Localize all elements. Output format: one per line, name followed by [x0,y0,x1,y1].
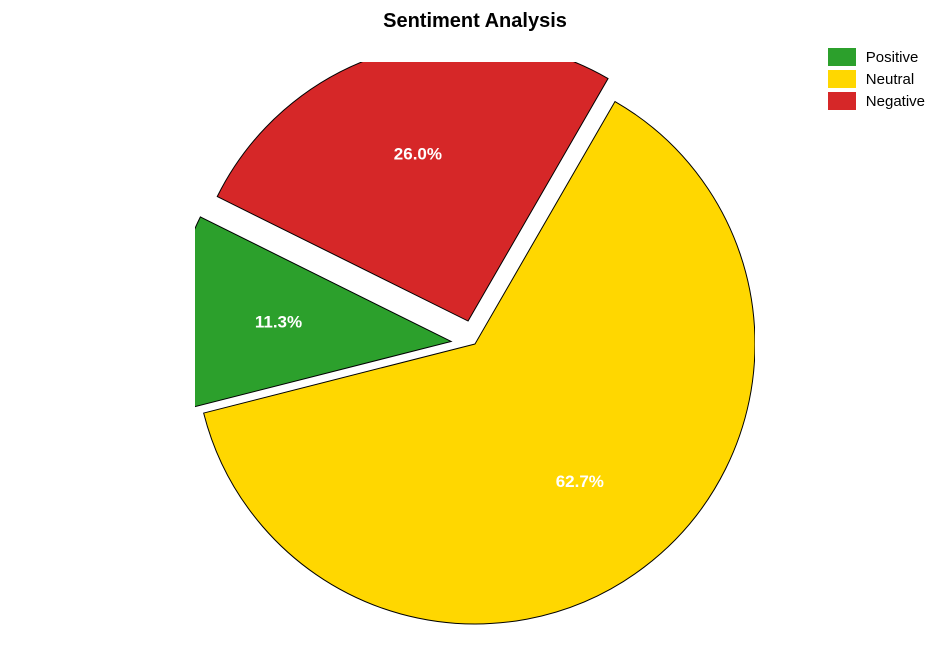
legend-swatch-neutral [828,70,856,88]
pie-label-positive: 11.3% [255,313,302,332]
legend-item-neutral: Neutral [828,70,925,88]
chart-container: Sentiment Analysis 26.0% 11.3% 62.7% Posit… [0,0,950,662]
pie-label-neutral: 62.7% [556,472,604,491]
legend-item-positive: Positive [828,48,925,66]
legend-item-negative: Negative [828,92,925,110]
legend-swatch-positive [828,48,856,66]
legend: Positive Neutral Negative [828,48,925,114]
pie-label-negative: 26.0% [394,144,442,163]
legend-label-negative: Negative [866,93,925,110]
legend-label-neutral: Neutral [866,71,914,88]
chart-title: Sentiment Analysis [0,10,950,33]
legend-label-positive: Positive [866,49,919,66]
pie-chart: 26.0% 11.3% 62.7% [195,62,755,626]
legend-swatch-negative [828,92,856,110]
